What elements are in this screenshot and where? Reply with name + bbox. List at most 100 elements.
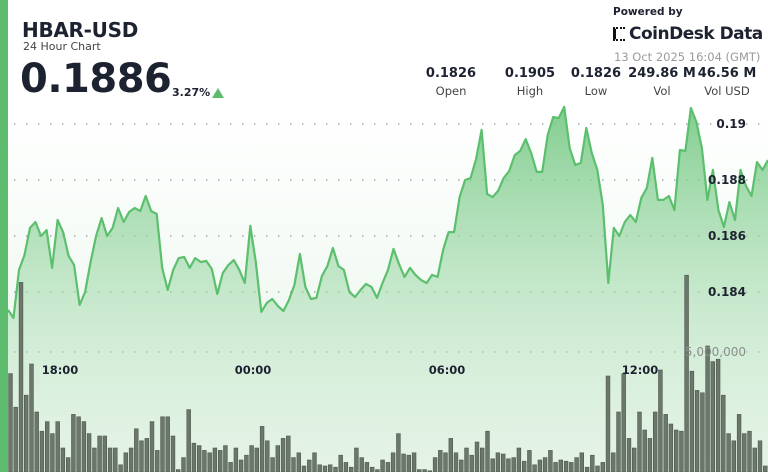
volume-bar [663,414,668,472]
volume-bar [307,459,312,472]
volume-bar [626,438,632,472]
volume-bar [432,457,438,472]
volume-bar [254,447,259,472]
volume-bar [621,373,626,472]
y-tick-label: 0.188 [708,173,746,187]
volume-bar [516,447,522,472]
volume-bar [479,447,485,472]
volume-bar [23,394,29,472]
volume-bar [286,435,291,472]
volume-bar [721,394,726,472]
volume-bar [102,435,108,472]
stat-vol: 249.86 M Vol [627,66,697,98]
volume-bar [637,411,642,472]
volume-bar [160,416,165,472]
timestamp: 13 Oct 2025 16:04 (GMT) [614,50,761,64]
volume-bar [259,426,265,472]
volume-bar [165,416,170,472]
volume-bar [322,465,328,472]
volume-bar [521,460,527,472]
volume-bar [684,274,689,472]
volume-bar [422,469,427,472]
volume-bar [348,466,354,472]
x-tick-label: 06:00 [428,363,466,377]
volume-bar [301,465,307,472]
volume-bar [495,452,501,472]
volume-bar [532,464,537,472]
volume-bar [673,429,679,472]
x-tick-label: 12:00 [621,363,659,377]
up-triangle-icon [212,88,224,98]
current-price: 0.1886 [20,56,172,102]
volume-bar [333,466,338,472]
price-area [8,106,768,472]
stat-label: Vol [653,84,671,98]
volume-bar [29,363,34,472]
volume-bar [453,452,459,472]
volume-bar [265,440,270,472]
volume-bar [86,433,92,472]
volume-bar [118,464,123,472]
volume-bar [354,447,359,472]
volume-bar [76,416,81,472]
volume-bar [631,447,637,472]
coindesk-logo: CoinDesk Data [613,24,763,44]
volume-bar [181,457,186,472]
stat-value: 0.1826 [570,66,622,81]
volume-bar [55,421,60,472]
volume-bar [107,447,113,472]
volume-bar [128,447,134,472]
volume-bar [726,433,731,472]
x-tick-label: 18:00 [41,363,79,377]
y-tick-label: 0.19 [716,117,746,131]
volume-bar [218,450,223,472]
volume-bar [81,421,87,472]
y-tick-label: 0.186 [708,229,746,243]
price-line [7,105,768,320]
volume-bar [60,447,66,472]
volume-bar [280,438,286,472]
volume-bar [212,447,218,472]
volume-bar [490,458,495,472]
volume-bar [694,390,700,472]
volume-bar [197,445,202,472]
powered-by: Powered by [613,6,683,18]
volume-bar [223,445,228,472]
volume-bar [469,454,474,472]
volume-bar [359,457,364,472]
volume-bar [464,447,469,472]
volume-bar [97,435,102,472]
volume-bar [176,469,181,472]
volume-bar [600,462,606,472]
volume-bar [742,433,747,472]
brand-name: CoinDesk Data [629,24,763,44]
stat-vol-usd: 46.56 M Vol USD [692,66,762,98]
stat-value: 249.86 M [628,66,696,81]
volume-bar [385,462,391,472]
stat-label: Vol USD [704,84,750,98]
volume-bar [238,459,244,472]
volume-bar [747,430,752,472]
volume-bar [652,411,658,472]
volume-bar [500,453,506,472]
volume-bar [474,441,480,472]
volume-bar [249,445,254,472]
volume-bar [44,421,50,472]
symbol-title: HBAR-USD [22,18,139,42]
volume-bar [579,452,585,472]
volume-bar [327,464,333,472]
volume-bar [202,450,207,472]
stat-open: 0.1826 Open [416,66,486,98]
coindesk-logo-icon [613,27,625,41]
y-tick-label: 0.184 [708,285,746,299]
volume-bar [207,452,212,472]
volume-bar [590,454,595,472]
volume-bar [369,466,375,472]
volume-bar [244,454,249,472]
volume-bar [542,457,548,472]
volume-bar [485,430,490,472]
volume-bar [338,454,343,472]
volume-bar [113,447,118,472]
volume-bar [275,445,280,472]
volume-bar [317,464,322,472]
